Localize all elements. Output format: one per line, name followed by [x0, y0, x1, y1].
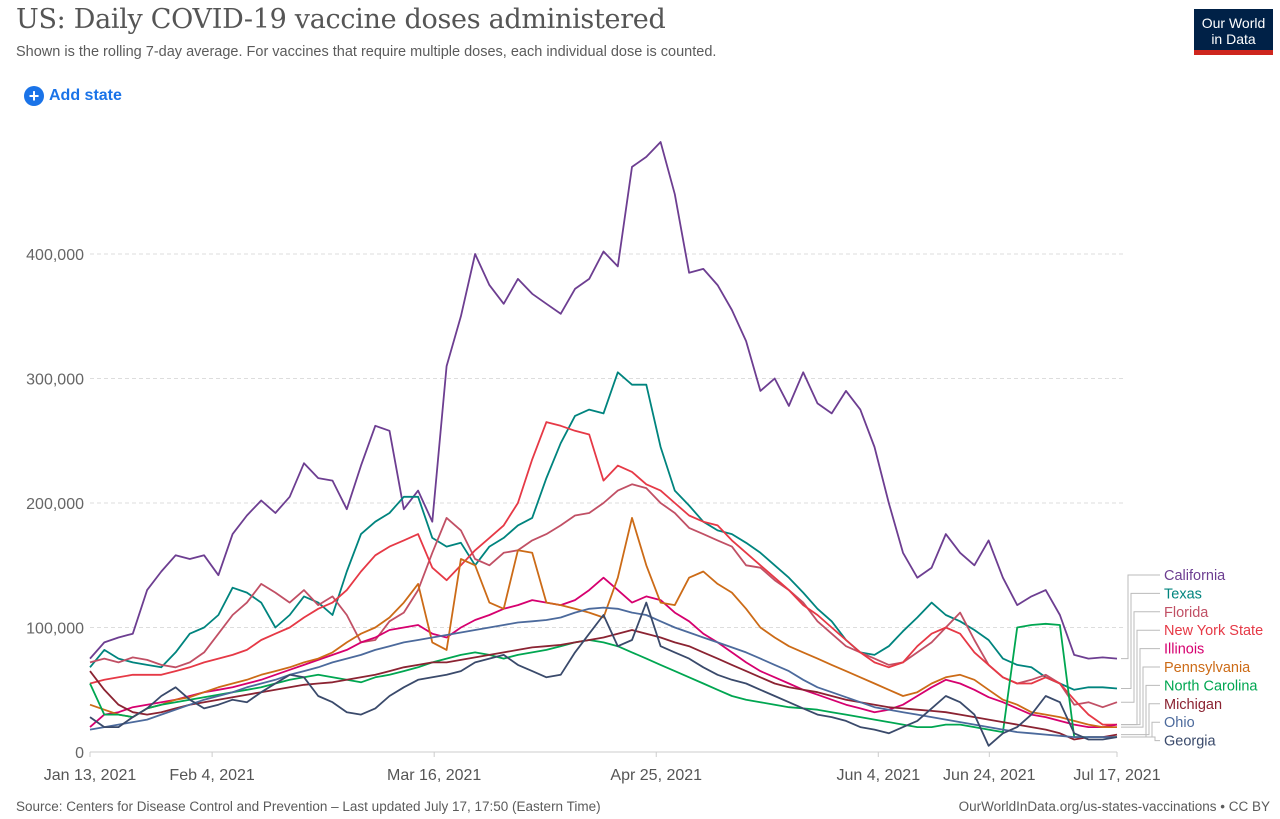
legend-connector	[1121, 736, 1160, 742]
y-tick-label: 100,000	[26, 621, 84, 638]
logo-line-2: in Data	[1211, 31, 1256, 47]
series-line-georgia[interactable]	[89, 601, 1118, 747]
series-line-texas[interactable]	[89, 371, 1118, 691]
x-tick-label: Mar 16, 2021	[387, 767, 481, 784]
attribution-link[interactable]: OurWorldInData.org/us-states-vaccination…	[958, 799, 1270, 814]
add-state-label: Add state	[49, 87, 122, 104]
y-tick-label: 300,000	[26, 372, 84, 389]
legend-label-georgia[interactable]: Georgia	[1164, 734, 1217, 750]
page-title: US: Daily COVID-19 vaccine doses adminis…	[16, 4, 666, 35]
legend-label-california[interactable]: California	[1164, 568, 1226, 584]
owid-logo[interactable]: Our World in Data	[1194, 9, 1273, 55]
series-line-california[interactable]	[89, 141, 1118, 660]
y-tick-label: 0	[75, 745, 84, 762]
line-chart: 0 100,000 200,000 300,000 400,000 Jan 13, 20…	[26, 141, 1263, 784]
series-line-ohio[interactable]	[89, 606, 1117, 738]
legend-connector	[1121, 666, 1160, 728]
series-line-north-carolina[interactable]	[89, 622, 1117, 738]
x-tick-label: Jun 24, 2021	[943, 767, 1036, 784]
legend-label-texas[interactable]: Texas	[1164, 586, 1202, 602]
logo-line-1: Our World	[1201, 15, 1266, 31]
series-line-new-york-state[interactable]	[89, 421, 1117, 726]
source-note: Source: Centers for Disease Control and …	[16, 799, 601, 814]
y-tick-label: 200,000	[26, 496, 84, 513]
x-tick-label: Apr 25, 2021	[610, 767, 702, 784]
add-state-button[interactable]: + Add state	[24, 86, 122, 106]
page-subtitle: Shown is the rolling 7-day average. For …	[16, 44, 717, 60]
x-tick-label: Feb 4, 2021	[169, 767, 255, 784]
x-tick-label: Jul 17, 2021	[1073, 767, 1160, 784]
x-tick-label: Jun 4, 2021	[836, 767, 920, 784]
legend-label-ohio[interactable]: Ohio	[1164, 715, 1195, 731]
legend: California Texas Florida New York State Illi…	[1121, 568, 1263, 750]
series-lines	[89, 141, 1118, 747]
legend-connector	[1121, 574, 1160, 660]
series-line-illinois[interactable]	[89, 576, 1118, 728]
legend-label-new-york-state[interactable]: New York State	[1164, 623, 1263, 639]
y-tick-label: 400,000	[26, 247, 84, 264]
legend-connector	[1121, 611, 1160, 703]
logo-red-bar	[1194, 50, 1273, 55]
gridlines	[90, 253, 1125, 628]
x-axis: Jan 13, 2021 Feb 4, 2021 Mar 16, 2021 Apr 2…	[44, 751, 1161, 784]
legend-label-michigan[interactable]: Michigan	[1164, 697, 1222, 713]
legend-label-illinois[interactable]: Illinois	[1164, 642, 1204, 658]
x-tick-label: Jan 13, 2021	[44, 767, 137, 784]
y-axis: 0 100,000 200,000 300,000 400,000	[26, 247, 84, 762]
legend-connector	[1121, 592, 1160, 690]
legend-connector	[1121, 703, 1160, 736]
legend-label-florida[interactable]: Florida	[1164, 605, 1209, 621]
legend-connector	[1121, 648, 1160, 726]
series-line-pennsylvania[interactable]	[89, 517, 1117, 728]
plus-circle-icon: +	[24, 86, 44, 106]
legend-label-pennsylvania[interactable]: Pennsylvania	[1164, 660, 1251, 676]
legend-label-north-carolina[interactable]: North Carolina	[1164, 678, 1258, 694]
